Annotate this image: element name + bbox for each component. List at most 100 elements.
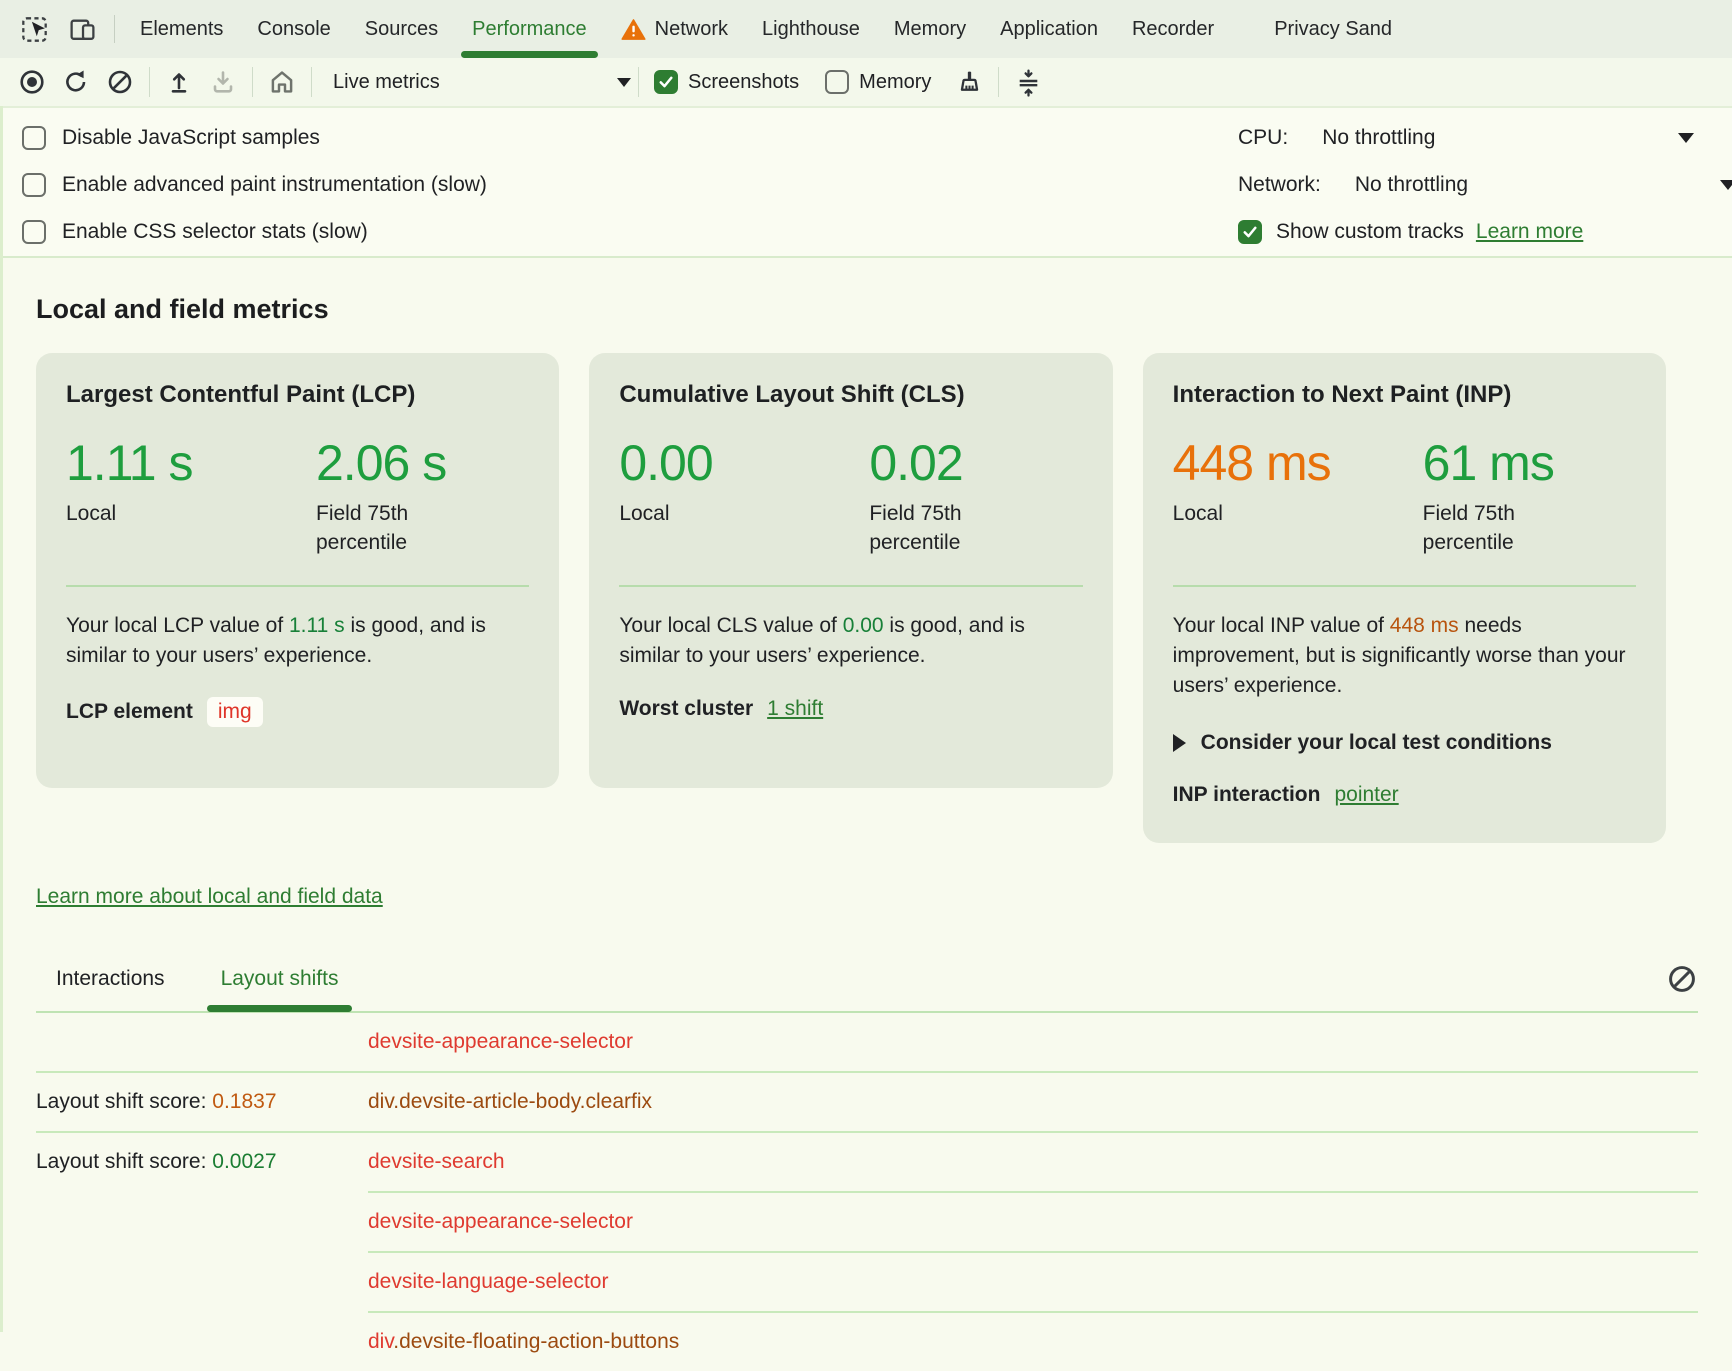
cpu-throttling-select[interactable]: No throttling <box>1322 125 1436 149</box>
inp-card: Interaction to Next Paint (INP) 448 ms L… <box>1142 353 1666 843</box>
tabbar-divider <box>114 15 115 43</box>
inp-card-title: Interaction to Next Paint (INP) <box>1172 381 1512 408</box>
screenshots-toggle[interactable]: Screenshots <box>654 70 799 94</box>
tab-performance[interactable]: Performance <box>455 0 604 58</box>
layout-shift-row[interactable]: Layout shift score: 0.0027 devsite-searc… <box>36 1133 1698 1191</box>
tab-console[interactable]: Console <box>240 0 347 58</box>
shift-node-link[interactable]: devsite-language-selector <box>368 1270 609 1293</box>
save-profile-button[interactable] <box>201 68 245 96</box>
local-test-conditions-disclosure[interactable]: Consider your local test conditions <box>1172 731 1636 755</box>
layout-shift-row[interactable]: div.devsite-floating-action-buttons <box>36 1313 1698 1371</box>
worst-cluster-link[interactable]: 1 shift <box>767 697 824 720</box>
layout-shift-row[interactable]: devsite-appearance-selector <box>36 1193 1698 1251</box>
shift-score-value: 0.0027 <box>212 1150 277 1173</box>
layout-shift-row[interactable]: devsite-language-selector <box>36 1253 1698 1311</box>
tab-application[interactable]: Application <box>983 0 1115 58</box>
field-data-learn-more-link[interactable]: Learn more about local and field data <box>36 885 383 908</box>
tab-lighthouse-label: Lighthouse <box>762 17 860 40</box>
tab-recorder-label: Recorder <box>1131 17 1215 40</box>
shift-node-link[interactable]: devsite-search <box>368 1150 505 1173</box>
lcp-local-label: Local <box>66 502 117 525</box>
inp-local-label: Local <box>1172 502 1223 525</box>
inp-interaction-label: INP interaction <box>1172 783 1321 806</box>
css-selector-stats-row[interactable]: Enable CSS selector stats (slow) <box>22 208 1732 255</box>
devtools-tabbar: Elements Console Sources Performance Net… <box>0 0 1732 58</box>
cls-local-value: 0.00 <box>619 435 713 491</box>
tab-console-label: Console <box>257 17 331 40</box>
inp-desc-after: needs improvement, but is significantly … <box>1172 614 1626 697</box>
lcp-element-label: LCP element <box>66 700 193 723</box>
download-icon <box>213 71 233 93</box>
capture-settings: Disable JavaScript samples Enable advanc… <box>0 106 1732 258</box>
metric-cards: Largest Contentful Paint (LCP) 1.11 s Lo… <box>36 353 1732 843</box>
advanced-paint-row[interactable]: Enable advanced paint instrumentation (s… <box>22 161 1732 208</box>
toolbar-divider <box>311 67 312 97</box>
layout-shift-row[interactable]: devsite-appearance-selector <box>36 1013 1698 1071</box>
css-selector-stats-checkbox[interactable] <box>22 219 46 244</box>
reload-and-record-button[interactable] <box>54 68 98 96</box>
record-button[interactable] <box>10 68 54 96</box>
panel-left-edge <box>0 106 3 1332</box>
row-divider <box>36 1131 1698 1133</box>
inp-description: Your local INP value of 448 ms needs imp… <box>1173 611 1636 701</box>
shift-node-link[interactable]: div.devsite-floating-action-buttons <box>368 1330 679 1354</box>
chevron-down-icon[interactable] <box>1678 132 1694 143</box>
home-icon <box>271 71 293 93</box>
screenshots-checkbox[interactable] <box>654 70 678 94</box>
triangle-right-icon <box>1172 734 1186 752</box>
clear-log-button[interactable] <box>1666 963 1698 995</box>
tab-application-label: Application <box>1000 17 1098 40</box>
shift-node-link[interactable]: div.devsite-article-body.clearfix <box>368 1090 652 1113</box>
toolbar-divider <box>252 67 253 97</box>
network-throttling-select[interactable]: No throttling <box>1354 172 1469 196</box>
show-custom-tracks-checkbox[interactable] <box>1238 219 1262 244</box>
shift-node-link[interactable]: devsite-appearance-selector <box>368 1030 633 1053</box>
collapse-shortcuts-button[interactable] <box>1006 68 1050 97</box>
inp-field-label: Field 75th percentile <box>1422 502 1515 554</box>
panel-mode-label: Live metrics <box>333 70 440 93</box>
broom-icon <box>960 71 979 91</box>
tab-memory[interactable]: Memory <box>877 0 983 58</box>
shift-node-classes: .devsite-floating-action-buttons <box>393 1330 680 1353</box>
tab-interactions[interactable]: Interactions <box>56 967 165 990</box>
memory-checkbox[interactable] <box>825 70 850 94</box>
inp-interaction-link[interactable]: pointer <box>1334 783 1399 806</box>
tab-layout-shifts[interactable]: Layout shifts <box>206 967 353 1012</box>
inspect-cursor-icon <box>21 16 47 42</box>
lcp-field-label: Field 75th percentile <box>316 502 409 554</box>
home-button[interactable] <box>260 67 304 97</box>
tab-privacy-sandbox[interactable]: Privacy Sand <box>1257 0 1409 58</box>
tab-lighthouse[interactable]: Lighthouse <box>745 0 877 58</box>
tab-privacy-sandbox-label: Privacy Sand <box>1274 17 1393 40</box>
tab-sources-label: Sources <box>364 17 439 40</box>
collapse-icon <box>1019 68 1038 97</box>
tab-recorder[interactable]: Recorder <box>1115 0 1231 58</box>
lcp-card: Largest Contentful Paint (LCP) 1.11 s Lo… <box>36 353 560 788</box>
custom-tracks-learn-more-link[interactable]: Learn more <box>1475 219 1584 243</box>
memory-toggle[interactable]: Memory <box>825 70 931 94</box>
network-throttling-row: Network: No throttling <box>1238 161 1732 208</box>
chevron-down-icon[interactable] <box>1720 179 1732 190</box>
shift-node-link[interactable]: devsite-appearance-selector <box>368 1210 633 1233</box>
row-divider <box>368 1311 1698 1313</box>
load-profile-button[interactable] <box>157 68 201 96</box>
cls-desc-before: Your local CLS value of <box>619 614 843 637</box>
clear-button[interactable] <box>98 68 142 96</box>
inspect-element-button[interactable] <box>10 0 58 58</box>
shift-score-cell: Layout shift score: 0.0027 <box>36 1150 368 1174</box>
advanced-paint-checkbox[interactable] <box>22 172 46 197</box>
layout-shift-row[interactable]: Layout shift score: 0.1837 div.devsite-a… <box>36 1073 1698 1131</box>
panel-mode-select[interactable]: Live metrics <box>333 71 631 94</box>
lcp-element-node-chip[interactable]: img <box>206 697 263 727</box>
disable-js-samples-row[interactable]: Disable JavaScript samples <box>22 114 1732 161</box>
shift-node-tag: div <box>368 1330 394 1353</box>
disable-js-samples-checkbox[interactable] <box>22 125 46 150</box>
tab-network[interactable]: Network <box>604 0 745 58</box>
collect-garbage-button[interactable] <box>947 68 991 97</box>
tab-elements[interactable]: Elements <box>123 0 240 58</box>
cls-card: Cumulative Layout Shift (CLS) 0.00 Local… <box>589 353 1113 788</box>
device-toolbar-button[interactable] <box>58 0 106 58</box>
live-metrics-view: Local and field metrics Largest Contentf… <box>0 294 1732 1371</box>
cls-local-label: Local <box>619 502 670 525</box>
tab-sources[interactable]: Sources <box>348 0 455 58</box>
